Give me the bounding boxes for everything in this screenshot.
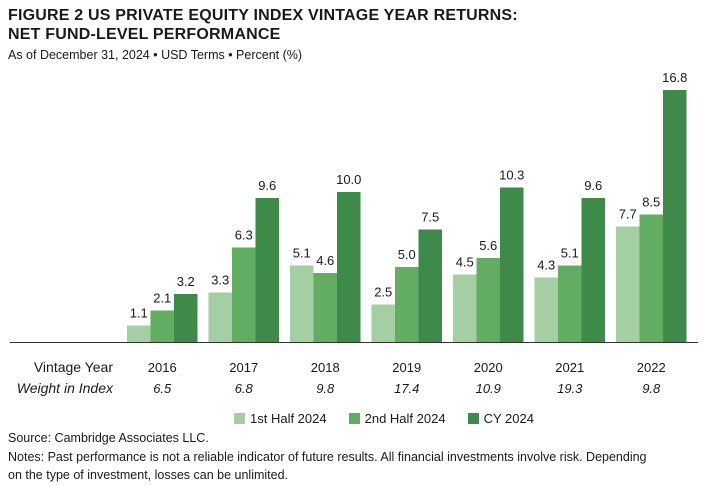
data-label-2016-series-3: 3.2 <box>177 274 195 289</box>
legend: 1st Half 2024 2nd Half 2024 CY 2024 <box>234 411 534 426</box>
data-label-2018-series-2: 4.6 <box>316 253 334 268</box>
weight-label-2018: 9.8 <box>316 381 335 396</box>
bar-2020-series-3 <box>500 187 524 342</box>
data-label-2020-series-3: 10.3 <box>499 168 524 183</box>
chart-subtitle: As of December 31, 2024 • USD Terms • Pe… <box>8 48 303 62</box>
category-label-2021: 2021 <box>555 360 584 375</box>
data-label-2017-series-2: 6.3 <box>235 228 253 243</box>
bar-2017-series-2 <box>232 247 256 342</box>
legend-label-first-half: 1st Half 2024 <box>250 411 327 426</box>
legend-swatch-cy <box>467 413 479 424</box>
notes-line-1: Notes: Past performance is not a reliabl… <box>8 450 647 464</box>
data-label-2020-series-2: 5.6 <box>479 238 497 253</box>
weight-label-2021: 19.3 <box>557 381 583 396</box>
source-note: Source: Cambridge Associates LLC. <box>8 431 209 445</box>
weight-label-2022: 9.8 <box>642 381 661 396</box>
legend-label-cy: CY 2024 <box>483 411 534 426</box>
bar-2021-series-1 <box>534 277 558 342</box>
category-label-2018: 2018 <box>311 360 340 375</box>
data-label-2016-series-1: 1.1 <box>130 306 148 321</box>
data-label-2020-series-1: 4.5 <box>456 255 474 270</box>
category-label-2017: 2017 <box>229 360 258 375</box>
bar-2022-series-3 <box>663 90 687 342</box>
data-label-2022-series-1: 7.7 <box>619 207 637 222</box>
legend-item-first-half: 1st Half 2024 <box>234 411 327 426</box>
data-label-2017-series-1: 3.3 <box>211 273 229 288</box>
data-label-2022-series-2: 8.5 <box>642 195 660 210</box>
bar-2022-series-1 <box>616 226 640 342</box>
weight-label-2020: 10.9 <box>476 381 501 396</box>
category-label-2019: 2019 <box>392 360 421 375</box>
data-label-2018-series-1: 5.1 <box>293 246 311 261</box>
bar-2017-series-1 <box>208 292 232 342</box>
chart-title: FIGURE 2 US PRIVATE EQUITY INDEX VINTAGE… <box>8 6 518 44</box>
legend-swatch-first-half <box>234 413 245 424</box>
bar-2022-series-2 <box>639 214 663 342</box>
notes-line-2: on the type of investment, losses can be… <box>8 468 289 482</box>
data-label-2019-series-3: 7.5 <box>421 210 439 225</box>
legend-swatch-second-half <box>348 413 360 424</box>
bar-2020-series-2 <box>476 258 500 342</box>
data-label-2021-series-2: 5.1 <box>561 246 579 261</box>
bar-2018-series-2 <box>313 273 337 342</box>
bar-2016-series-2 <box>150 310 174 342</box>
weight-label-2017: 6.8 <box>235 381 254 396</box>
data-label-2022-series-3: 16.8 <box>662 70 687 85</box>
weight-in-index-row-label: Weight in Index <box>17 380 114 396</box>
data-label-2021-series-1: 4.3 <box>537 258 555 273</box>
data-label-2017-series-3: 9.6 <box>258 178 276 193</box>
data-label-2019-series-1: 2.5 <box>374 285 392 300</box>
bar-2016-series-3 <box>174 294 198 342</box>
data-label-2016-series-2: 2.1 <box>153 291 171 306</box>
legend-item-cy: CY 2024 <box>467 411 534 426</box>
bar-2018-series-1 <box>290 265 314 342</box>
bar-2021-series-3 <box>581 198 605 342</box>
vintage-year-row-label: Vintage Year <box>34 359 113 375</box>
title-line-2: NET FUND-LEVEL PERFORMANCE <box>8 26 281 43</box>
data-label-2019-series-2: 5.0 <box>398 247 416 262</box>
bar-2019-series-2 <box>395 267 419 342</box>
weight-label-2016: 6.5 <box>153 381 172 396</box>
bar-2019-series-1 <box>371 304 395 342</box>
legend-label-second-half: 2nd Half 2024 <box>364 411 446 426</box>
category-label-2016: 2016 <box>148 360 177 375</box>
bar-2020-series-1 <box>453 274 477 342</box>
data-label-2018-series-3: 10.0 <box>336 172 361 187</box>
title-line-1: FIGURE 2 US PRIVATE EQUITY INDEX VINTAGE… <box>8 7 518 24</box>
bar-2019-series-3 <box>418 229 442 342</box>
bar-2016-series-1 <box>127 325 151 342</box>
category-label-2022: 2022 <box>637 360 666 375</box>
weight-label-2019: 17.4 <box>394 381 419 396</box>
data-label-2021-series-3: 9.6 <box>584 178 602 193</box>
legend-item-second-half: 2nd Half 2024 <box>348 411 446 426</box>
bar-2021-series-2 <box>558 265 582 342</box>
bar-2018-series-3 <box>337 192 361 342</box>
category-label-2020: 2020 <box>474 360 503 375</box>
bar-chart: 1.1 2.1 3.2 2016 6.5 3.3 6.3 9.6 2017 6.8 5.1 4.6 10… <box>10 70 698 396</box>
bar-2017-series-3 <box>255 198 279 342</box>
